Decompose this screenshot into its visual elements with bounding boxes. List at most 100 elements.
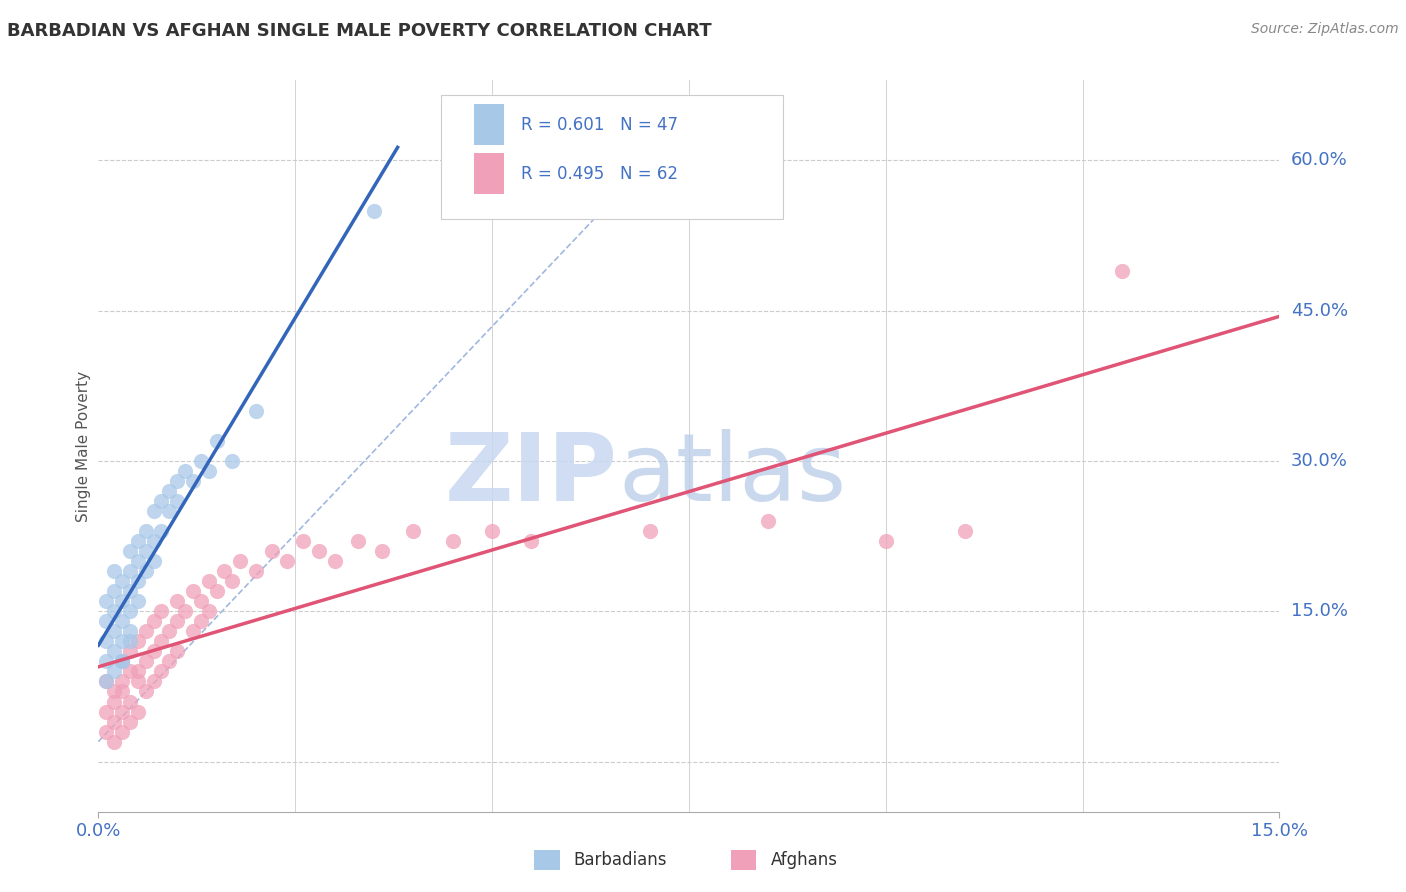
Afghans xyxy=(197,574,219,589)
Barbadians xyxy=(127,554,149,568)
Text: 30.0%: 30.0% xyxy=(1291,452,1347,470)
Text: Barbadians: Barbadians xyxy=(574,851,668,869)
Afghans xyxy=(190,615,212,629)
Afghans xyxy=(166,594,188,608)
Barbadians xyxy=(96,634,118,648)
Afghans xyxy=(127,705,149,719)
Barbadians xyxy=(118,564,141,578)
Barbadians xyxy=(111,655,134,669)
Afghans xyxy=(103,684,125,698)
Afghans xyxy=(190,594,212,608)
Barbadians xyxy=(127,574,149,589)
Barbadians xyxy=(166,474,188,488)
Afghans xyxy=(135,684,157,698)
Afghans xyxy=(96,724,118,739)
Text: R = 0.495   N = 62: R = 0.495 N = 62 xyxy=(522,164,678,183)
Text: Afghans: Afghans xyxy=(770,851,838,869)
Barbadians xyxy=(363,203,385,218)
Afghans xyxy=(111,705,134,719)
Afghans xyxy=(756,514,779,528)
Afghans xyxy=(150,665,173,679)
Text: R = 0.601   N = 47: R = 0.601 N = 47 xyxy=(522,116,678,134)
Afghans xyxy=(875,534,897,549)
Barbadians xyxy=(127,594,149,608)
FancyBboxPatch shape xyxy=(441,95,783,219)
Barbadians xyxy=(135,544,157,558)
Afghans xyxy=(118,714,141,729)
Barbadians xyxy=(111,594,134,608)
Text: 60.0%: 60.0% xyxy=(1291,152,1347,169)
Afghans xyxy=(308,544,330,558)
Barbadians xyxy=(103,564,125,578)
Barbadians xyxy=(96,594,118,608)
Afghans xyxy=(371,544,394,558)
Afghans xyxy=(150,604,173,618)
Afghans xyxy=(638,524,661,538)
Afghans xyxy=(205,584,228,599)
Barbadians xyxy=(174,464,197,478)
Afghans xyxy=(323,554,346,568)
Barbadians xyxy=(103,644,125,658)
Afghans xyxy=(260,544,283,558)
Afghans xyxy=(96,674,118,689)
Afghans xyxy=(292,534,315,549)
Barbadians xyxy=(118,544,141,558)
Barbadians xyxy=(118,634,141,648)
Afghans xyxy=(402,524,425,538)
Afghans xyxy=(276,554,298,568)
Afghans xyxy=(166,615,188,629)
Barbadians xyxy=(166,494,188,508)
Barbadians xyxy=(142,534,165,549)
Afghans xyxy=(181,624,204,639)
Afghans xyxy=(221,574,243,589)
Afghans xyxy=(118,644,141,658)
Text: 15.0%: 15.0% xyxy=(1291,602,1347,620)
Barbadians xyxy=(245,404,267,418)
Barbadians xyxy=(96,615,118,629)
Barbadians xyxy=(150,494,173,508)
Afghans xyxy=(103,694,125,708)
Afghans xyxy=(150,634,173,648)
Afghans xyxy=(174,604,197,618)
Barbadians xyxy=(103,604,125,618)
Afghans xyxy=(214,564,236,578)
Barbadians xyxy=(127,534,149,549)
Barbadians xyxy=(103,665,125,679)
Afghans xyxy=(111,724,134,739)
Barbadians xyxy=(96,674,118,689)
Barbadians xyxy=(103,624,125,639)
Afghans xyxy=(118,665,141,679)
Barbadians xyxy=(111,634,134,648)
Y-axis label: Single Male Poverty: Single Male Poverty xyxy=(76,370,91,522)
Text: BARBADIAN VS AFGHAN SINGLE MALE POVERTY CORRELATION CHART: BARBADIAN VS AFGHAN SINGLE MALE POVERTY … xyxy=(7,22,711,40)
Afghans xyxy=(118,694,141,708)
Afghans xyxy=(127,634,149,648)
Afghans xyxy=(157,624,180,639)
Barbadians xyxy=(190,454,212,468)
Barbadians xyxy=(135,524,157,538)
Afghans xyxy=(96,705,118,719)
Barbadians xyxy=(103,584,125,599)
Barbadians xyxy=(157,504,180,518)
Barbadians xyxy=(111,574,134,589)
Barbadians xyxy=(96,655,118,669)
Text: Source: ZipAtlas.com: Source: ZipAtlas.com xyxy=(1251,22,1399,37)
Text: ZIP: ZIP xyxy=(446,429,619,521)
Afghans xyxy=(142,644,165,658)
Afghans xyxy=(103,734,125,748)
Bar xyxy=(474,153,503,194)
Afghans xyxy=(245,564,267,578)
Afghans xyxy=(181,584,204,599)
Afghans xyxy=(142,615,165,629)
Barbadians xyxy=(181,474,204,488)
Barbadians xyxy=(135,564,157,578)
Barbadians xyxy=(221,454,243,468)
Barbadians xyxy=(197,464,219,478)
Barbadians xyxy=(111,615,134,629)
Afghans xyxy=(441,534,464,549)
Barbadians xyxy=(118,604,141,618)
Afghans xyxy=(157,655,180,669)
Afghans xyxy=(953,524,976,538)
Afghans xyxy=(229,554,252,568)
Afghans xyxy=(111,674,134,689)
